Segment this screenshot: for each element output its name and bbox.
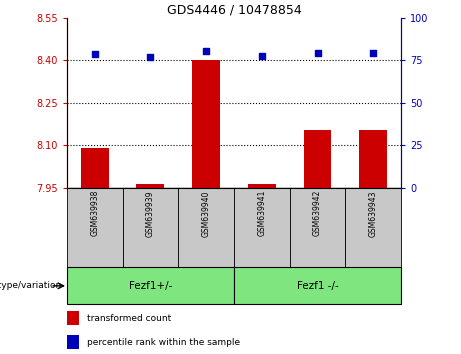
Text: GSM639942: GSM639942 [313,190,322,236]
Bar [67,335,79,349]
Bar [81,148,109,188]
Text: Fezf1 -/-: Fezf1 -/- [296,281,338,291]
Bar [192,60,220,188]
Bar [123,188,178,267]
Bar [234,188,290,267]
Text: GSM639940: GSM639940 [201,190,211,236]
Point [258,53,266,59]
Bar [234,267,401,304]
Bar [178,188,234,267]
Bar [304,130,331,188]
Bar [290,188,345,267]
Point [370,51,377,56]
Title: GDS4446 / 10478854: GDS4446 / 10478854 [166,4,301,17]
Bar [67,188,123,267]
Text: transformed count: transformed count [87,314,171,323]
Text: GSM639943: GSM639943 [369,190,378,236]
Bar [67,267,234,304]
Point [147,54,154,59]
Point [314,51,321,56]
Text: genotype/variation: genotype/variation [0,281,62,290]
Bar [345,188,401,267]
Bar [248,184,276,188]
Point [202,48,210,54]
Text: percentile rank within the sample: percentile rank within the sample [87,338,240,347]
Text: GSM639941: GSM639941 [257,190,266,236]
Text: GSM639938: GSM639938 [90,190,99,236]
Text: Fezf1+/-: Fezf1+/- [129,281,172,291]
Bar [136,184,164,188]
Bar [67,312,79,325]
Bar [359,130,387,188]
Point [91,51,98,57]
Text: GSM639939: GSM639939 [146,190,155,236]
